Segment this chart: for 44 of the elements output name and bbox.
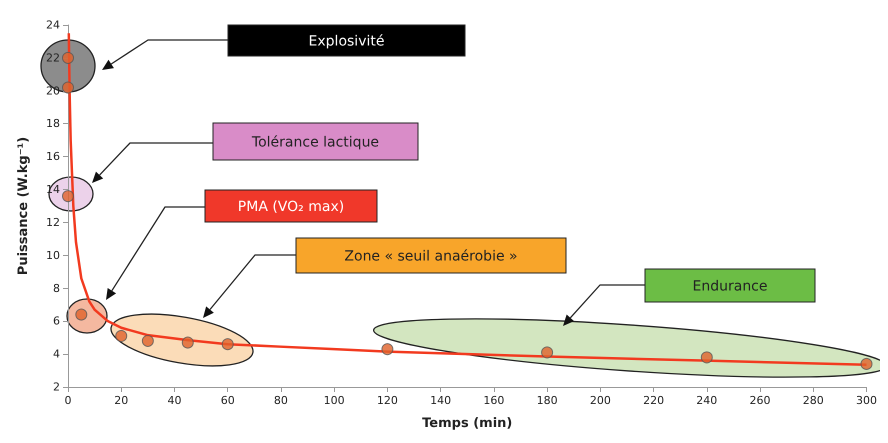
x-tick-label: 60 [220, 394, 235, 407]
annotation: PMA (VO₂ max) [238, 199, 344, 215]
point [182, 336, 194, 349]
annotation: Endurance [692, 278, 768, 294]
y-tick-label: 12 [46, 216, 60, 229]
x-tick-label: 200 [590, 394, 611, 407]
y-tick-label: 10 [46, 248, 60, 262]
annotation: Zone « seuil anaérobie » [344, 248, 518, 264]
x-tick-label: 280 [802, 394, 824, 407]
x-tick-label: 140 [430, 394, 452, 407]
y-tick-label: 4 [53, 348, 60, 361]
y-tick-label: 24 [46, 18, 60, 32]
y-tick-label: 6 [53, 314, 60, 328]
x-tick-label: 40 [167, 394, 182, 407]
y-tick-label: 18 [46, 117, 60, 130]
y-tick-label: 22 [46, 51, 60, 64]
y-tick-label: 8 [53, 282, 60, 295]
x-tick-label: 160 [483, 394, 504, 407]
y-tick-label: 16 [46, 150, 60, 164]
annotation: Explosivité [308, 34, 384, 50]
y-tick-label: 2 [53, 380, 60, 394]
point [115, 330, 128, 342]
point [381, 343, 394, 356]
x-axis-title: Temps (min) [422, 416, 512, 431]
x-tick-label: 300 [856, 394, 877, 407]
x-tick-label: 240 [696, 394, 718, 407]
x-tick-label: 260 [750, 394, 771, 407]
annotation: Tolérance lactique [250, 134, 380, 150]
x-tick-label: 0 [64, 394, 72, 407]
x-tick-label: 180 [536, 394, 558, 407]
point [142, 334, 154, 347]
x-tick-label: 220 [643, 394, 664, 407]
x-tick-label: 80 [274, 394, 288, 407]
point [860, 358, 872, 370]
point [62, 52, 74, 64]
y-tick-label: 20 [46, 84, 60, 98]
point [62, 82, 74, 94]
point [541, 346, 554, 358]
x-tick-label: 100 [324, 394, 345, 407]
point [222, 338, 234, 350]
point [700, 351, 713, 364]
x-tick-label: 120 [376, 394, 398, 407]
y-axis-title: Puissance (W.kg⁻¹) [16, 136, 31, 276]
x-tick-label: 20 [114, 394, 128, 407]
